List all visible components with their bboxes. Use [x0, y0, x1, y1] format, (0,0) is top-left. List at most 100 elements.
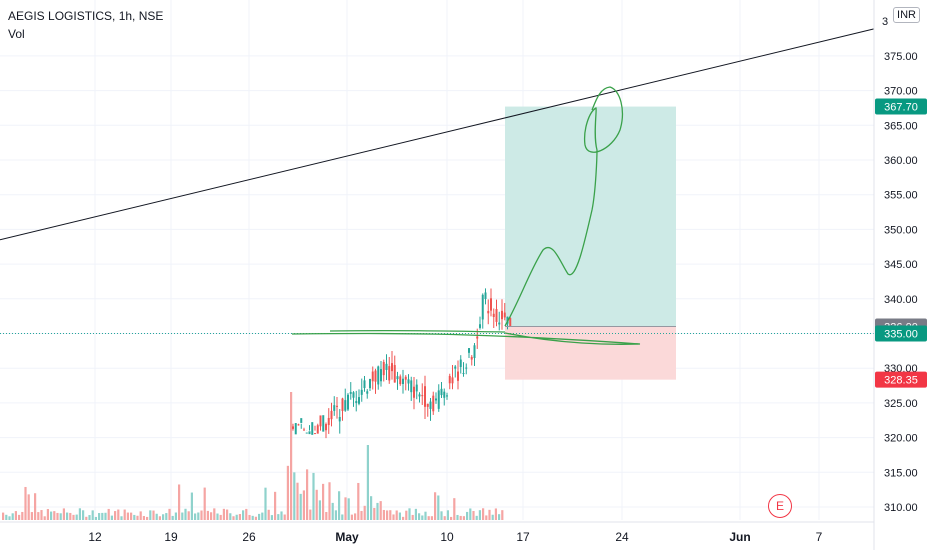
- candle-body: [418, 394, 421, 397]
- volume-bar: [421, 515, 424, 520]
- volume-bar: [459, 515, 462, 520]
- volume-bar: [66, 512, 69, 520]
- volume-bar: [299, 493, 302, 520]
- volume-bar: [274, 491, 277, 520]
- volume-bar: [405, 510, 408, 520]
- volume-bar: [395, 510, 398, 520]
- volume-bar: [88, 515, 91, 520]
- volume-bar: [197, 512, 200, 520]
- volume-bar: [434, 492, 437, 520]
- volume-bar: [62, 508, 65, 520]
- volume-bar: [357, 482, 360, 520]
- volume-bar: [453, 498, 456, 520]
- candle-body: [473, 345, 476, 359]
- volume-bar: [344, 497, 347, 520]
- volume-bar: [258, 513, 261, 520]
- volume-bar: [2, 512, 5, 520]
- currency-badge[interactable]: INR: [893, 7, 920, 23]
- volume-bar: [123, 509, 126, 520]
- volume-bar: [430, 516, 433, 520]
- candle-body: [429, 401, 432, 409]
- candle-body: [426, 403, 429, 407]
- candle-body: [501, 310, 503, 320]
- volume-bar: [248, 514, 251, 520]
- volume-bar: [203, 487, 206, 520]
- volume-bar: [440, 511, 443, 520]
- volume-bar: [398, 512, 401, 520]
- volume-bar: [34, 493, 37, 520]
- volume-bar: [126, 512, 129, 520]
- volume-bar: [8, 516, 11, 520]
- volume-bar: [488, 509, 491, 520]
- price-label-bg: [875, 325, 927, 342]
- candle-body: [327, 417, 330, 426]
- volume-bar: [331, 502, 334, 520]
- volume-bar: [286, 465, 289, 520]
- volume-bar: [277, 514, 280, 520]
- price-label-bg: [875, 98, 927, 115]
- volume-bar: [50, 511, 53, 520]
- candle-body: [333, 405, 336, 411]
- candle-body: [490, 298, 492, 311]
- volume-bar: [376, 502, 379, 520]
- volume-bar: [450, 516, 453, 520]
- volume-bar: [382, 509, 385, 520]
- candle-body: [487, 310, 490, 314]
- volume-bar: [78, 508, 81, 520]
- volume-bar: [472, 511, 475, 520]
- x-tick-label: Jun: [729, 530, 750, 544]
- x-tick-label: May: [335, 530, 359, 544]
- candle-body: [360, 389, 363, 395]
- y-tick-label: 345.00: [884, 259, 918, 271]
- candle-body: [391, 363, 393, 372]
- volume-indicator-label[interactable]: Vol: [8, 27, 25, 41]
- trendline[interactable]: [0, 28, 875, 241]
- volume-bar: [251, 515, 254, 520]
- volume-bar: [312, 472, 315, 520]
- candle-body: [454, 366, 457, 369]
- volume-bar: [142, 516, 145, 520]
- volume-bar: [139, 511, 142, 520]
- candle-body: [311, 422, 314, 435]
- y-tick-label: 375.00: [884, 51, 918, 63]
- volume-bar: [325, 511, 328, 520]
- volume-bar: [101, 512, 104, 520]
- volume-bar: [491, 514, 494, 520]
- candle-body: [314, 433, 316, 435]
- volume-bar: [53, 511, 56, 520]
- volume-bar: [37, 512, 40, 520]
- candle-body: [421, 395, 424, 397]
- earnings-event-icon[interactable]: E: [768, 494, 792, 518]
- volume-bar: [40, 510, 43, 520]
- volume-bar: [187, 511, 190, 520]
- freehand-drawing[interactable]: [291, 86, 641, 345]
- volume-bar: [222, 508, 225, 520]
- volume-bar: [219, 514, 222, 520]
- x-axis: 12 19 26 May 10 17 24 Jun 7: [0, 521, 874, 544]
- candle-body: [344, 400, 347, 411]
- volume-bar: [120, 516, 123, 520]
- volume-bar: [315, 489, 318, 520]
- candle-body: [402, 378, 404, 384]
- volume-bar: [296, 482, 299, 520]
- price-label: 328.35: [884, 375, 918, 387]
- volume-bar: [216, 513, 219, 520]
- volume-bar: [46, 509, 49, 520]
- volume-bar: [158, 516, 161, 520]
- volume-bar: [350, 514, 353, 520]
- volume-bar: [261, 512, 264, 520]
- candle-body: [308, 431, 311, 435]
- volume-bar: [366, 445, 369, 520]
- candle-body: [319, 415, 322, 427]
- drawing-stroke: [329, 329, 506, 333]
- y-tick-label: 320.00: [884, 433, 918, 445]
- stop-zone[interactable]: [505, 326, 676, 380]
- candle-body: [369, 378, 371, 389]
- volume-bar: [85, 516, 88, 520]
- candle-body: [465, 367, 468, 369]
- y-axis: 310.00315.00320.00325.00330.00335.00340.…: [882, 16, 918, 514]
- candle-body: [448, 375, 451, 384]
- candle-body: [292, 426, 294, 429]
